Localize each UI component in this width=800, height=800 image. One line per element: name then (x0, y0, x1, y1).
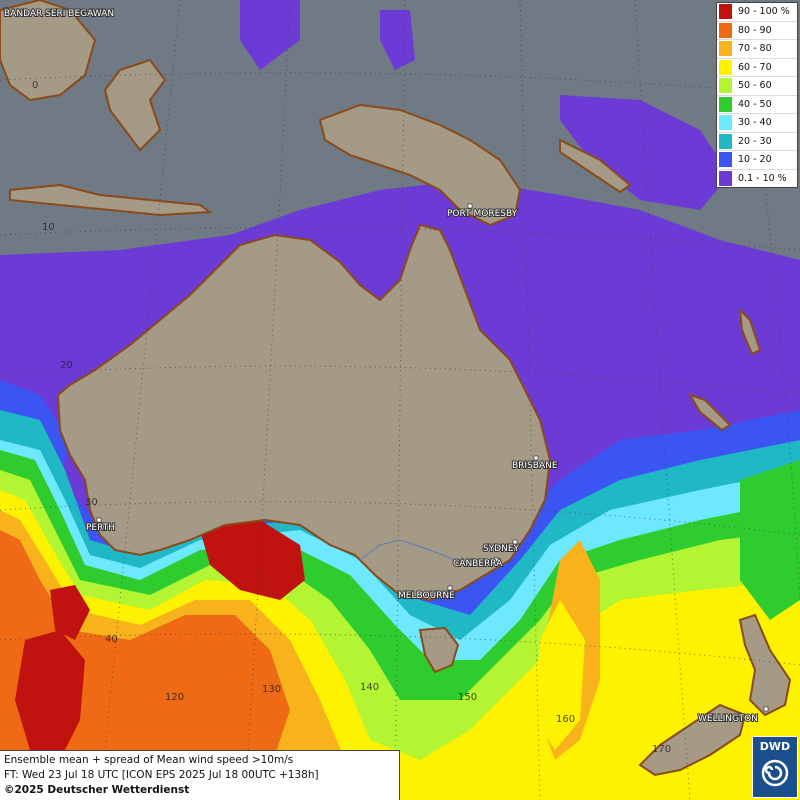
legend-label: 10 - 20 (738, 154, 772, 166)
city-label-wellington: WELLINGTON (698, 714, 758, 724)
lat-40-label: 40 (105, 634, 118, 645)
legend-label: 60 - 70 (738, 61, 772, 73)
land-australia (56, 223, 552, 602)
land-sunda-islands (9, 183, 213, 217)
legend-label: 90 - 100 % (738, 6, 790, 18)
land-nz-south (638, 703, 747, 777)
legend-row: 0.1 - 10 % (717, 170, 797, 188)
river-murray (359, 539, 456, 561)
probability-east-green (740, 460, 800, 620)
city-marker (447, 585, 453, 591)
legend-label: 0.1 - 10 % (738, 172, 787, 184)
legend-swatch (719, 41, 732, 57)
city-bandar: BANDAR SERI BEGAWAN (3, 7, 115, 20)
dwd-logo-text: DWD (759, 740, 791, 753)
legend-swatch (719, 59, 732, 75)
legend-swatch (719, 170, 732, 186)
city-melbourne: MELBOURNE (397, 585, 456, 602)
land-new-guinea (318, 103, 522, 227)
probability-streak-north-2 (240, 0, 300, 70)
lat-0-label: 0 (32, 80, 38, 91)
land-vanuatu (738, 307, 762, 356)
lon-120-label: 120 (165, 692, 184, 703)
city-marker (533, 455, 539, 461)
city-marker (467, 203, 473, 209)
city-canberra: CANBERRA (452, 557, 504, 570)
land-new-caledonia (687, 393, 732, 432)
legend-swatch (719, 22, 732, 38)
probability-streak-north-3 (380, 10, 415, 70)
city-port-moresby: PORT MORESBY (446, 203, 519, 220)
legend-label: 40 - 50 (738, 98, 772, 110)
dwd-logo: DWD (752, 736, 798, 798)
land-borneo (0, 0, 97, 102)
legend-label: 50 - 60 (738, 80, 772, 92)
city-label-melbourne: MELBOURNE (398, 591, 455, 601)
legend-label: 80 - 90 (738, 24, 772, 36)
info-box: Ensemble mean + spread of Mean wind spee… (0, 750, 400, 800)
legend-swatch (719, 4, 732, 20)
city-marker (3, 7, 9, 13)
legend-label: 30 - 40 (738, 117, 772, 129)
legend-row: 70 - 80 (717, 40, 797, 59)
city-label-canberra: CANBERRA (453, 559, 503, 569)
city-perth: PERTH (85, 517, 116, 534)
copyright: ©2025 Deutscher Wetterdienst (4, 784, 190, 796)
legend-row: 80 - 90 (717, 22, 797, 40)
city-sydney: SYDNEY (482, 539, 521, 555)
spiral-icon (761, 759, 789, 787)
legend-row: 20 - 30 (717, 133, 797, 151)
product-description: Ensemble mean + spread of Mean wind spee… (4, 754, 294, 766)
probability-streak-north (560, 95, 730, 210)
city-label-port-moresby: PORT MORESBY (447, 209, 518, 219)
forecast-time: FT: Wed 23 Jul 18 UTC [ICON EPS 2025 Jul… (4, 769, 319, 781)
legend-swatch (719, 152, 732, 168)
probability-band-100 (200, 520, 305, 600)
lon-150-label: 150 (458, 692, 477, 703)
land-solomons (559, 138, 632, 194)
land-tasmania (418, 626, 460, 674)
lon-140-label: 140 (360, 682, 379, 693)
legend-row: 60 - 70 (717, 59, 797, 77)
city-label-sydney: SYDNEY (483, 544, 520, 554)
legend-row: 10 - 20 (717, 151, 797, 170)
legend-swatch (719, 78, 732, 94)
lon-130-label: 130 (262, 684, 281, 695)
legend-label: 70 - 80 (738, 43, 772, 55)
legend-row: 40 - 50 (717, 96, 797, 114)
city-brisbane: BRISBANE (511, 455, 559, 472)
city-label-bandar: BANDAR SERI BEGAWAN (4, 9, 114, 19)
legend-row: 90 - 100 % (717, 3, 797, 22)
lon-160-label: 160 (556, 714, 575, 725)
legend-row: 50 - 60 (717, 77, 797, 96)
land-sulawesi (103, 58, 167, 152)
legend-label: 20 - 30 (738, 135, 772, 147)
legend-row: 30 - 40 (717, 114, 797, 133)
legend: 90 - 100 % 80 - 90 70 - 80 60 - 70 50 - 60 40… (716, 2, 798, 188)
city-marker (512, 539, 518, 545)
probability-band-100-3 (50, 585, 90, 640)
probability-streak-tasman-2 (535, 600, 585, 750)
legend-swatch (719, 96, 732, 112)
land-nz-north (738, 613, 792, 717)
legend-swatch (719, 115, 732, 131)
lon-170-label: 170 (652, 744, 671, 755)
city-wellington: WELLINGTON (697, 706, 769, 725)
city-label-perth: PERTH (86, 523, 115, 533)
city-marker (493, 557, 499, 563)
city-label-brisbane: BRISBANE (512, 461, 558, 471)
lat-10-label: 10 (42, 222, 55, 233)
city-marker (96, 517, 102, 523)
city-marker (763, 706, 769, 712)
lat-30-label: 30 (85, 497, 98, 508)
lat-20-label: 20 (60, 360, 73, 371)
legend-swatch (719, 133, 732, 149)
probability-band-100-2 (15, 630, 85, 760)
